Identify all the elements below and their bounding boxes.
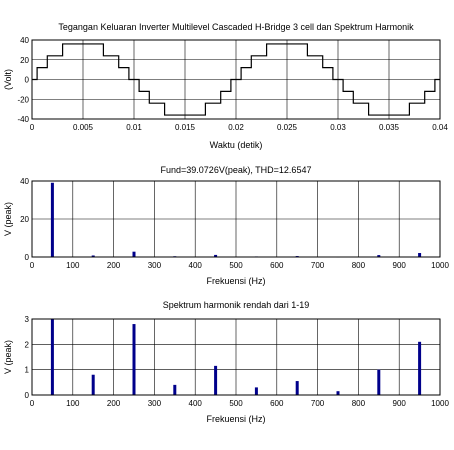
x-tick-label: 900	[393, 399, 407, 408]
x-tick-label: 300	[148, 399, 162, 408]
y-axis-label-1: (Volt)	[3, 69, 13, 90]
axes-box-2	[31, 180, 441, 258]
chart-title-3: Spektrum harmonik rendah dari 1-19	[163, 300, 310, 310]
bar-3-10	[418, 341, 422, 395]
waveform-line	[32, 43, 440, 116]
bar-3-9	[377, 369, 381, 395]
y-tick-label: 40	[20, 36, 29, 45]
y-tick-label: -20	[17, 95, 29, 104]
x-tick-label: 0.035	[379, 123, 400, 132]
y-tick-label: -40	[17, 115, 29, 124]
x-tick-label: 400	[189, 261, 203, 270]
x-tick-label: 500	[229, 261, 243, 270]
chart-title-1: Tegangan Keluaran Inverter Multilevel Ca…	[58, 22, 414, 32]
chart-title-2: Fund=39.0726V(peak), THD=12.6547	[161, 165, 312, 175]
y-axis-label-2: V (peak)	[3, 202, 13, 236]
x-axis-label-3: Frekuensi (Hz)	[206, 414, 265, 424]
bar-2-5	[214, 254, 218, 257]
x-tick-label: 0.03	[330, 123, 346, 132]
bar-2-10	[418, 253, 422, 257]
y-tick-label: 3	[25, 315, 30, 324]
x-tick-label: 200	[107, 399, 121, 408]
x-tick-label: 0.02	[228, 123, 244, 132]
bar-3-8	[336, 391, 340, 395]
bar-3-7	[295, 381, 299, 395]
bar-3-2	[91, 374, 95, 395]
x-tick-label: 0.005	[73, 123, 94, 132]
x-tick-label: 0	[30, 399, 35, 408]
y-axis-label-3: V (peak)	[3, 340, 13, 374]
bar-3-4	[173, 384, 177, 395]
y-tick-label: 20	[20, 215, 29, 224]
x-tick-label: 300	[148, 261, 162, 270]
x-tick-label: 800	[352, 399, 366, 408]
x-axis-label-1: Waktu (detik)	[210, 140, 263, 150]
x-tick-label: 0.015	[175, 123, 196, 132]
x-tick-label: 400	[189, 399, 203, 408]
bar-2-1	[50, 182, 54, 257]
x-tick-label: 100	[66, 261, 80, 270]
x-tick-label: 600	[270, 399, 284, 408]
y-tick-label: 20	[20, 56, 29, 65]
y-tick-label: 40	[20, 177, 29, 186]
x-tick-label: 0	[30, 123, 35, 132]
x-tick-label: 0.025	[277, 123, 298, 132]
x-tick-label: 800	[352, 261, 366, 270]
bar-2-9	[377, 255, 381, 257]
axes-box-1	[31, 39, 441, 120]
x-tick-label: 500	[229, 399, 243, 408]
bar-2-3	[132, 251, 136, 257]
x-tick-label: 700	[311, 399, 325, 408]
y-tick-label: 0	[25, 391, 30, 400]
y-tick-label: 0	[25, 253, 30, 262]
bar-3-5	[214, 365, 218, 395]
y-tick-label: 1	[25, 366, 30, 375]
bar-3-1	[50, 319, 54, 395]
y-tick-label: 2	[25, 340, 30, 349]
x-tick-label: 100	[66, 399, 80, 408]
bar-2-2	[91, 255, 95, 257]
x-tick-label: 200	[107, 261, 121, 270]
x-tick-label: 700	[311, 261, 325, 270]
axes-box-3	[31, 318, 441, 396]
x-tick-label: 0.01	[126, 123, 142, 132]
x-tick-label: 1000	[431, 261, 449, 270]
x-tick-label: 600	[270, 261, 284, 270]
bar-3-3	[132, 324, 136, 395]
x-tick-label: 900	[393, 261, 407, 270]
x-axis-label-2: Frekuensi (Hz)	[206, 276, 265, 286]
bar-3-6	[254, 387, 258, 395]
x-tick-label: 0.04	[432, 123, 448, 132]
x-tick-label: 1000	[431, 399, 449, 408]
y-tick-label: 0	[25, 76, 30, 85]
x-tick-label: 0	[30, 261, 35, 270]
